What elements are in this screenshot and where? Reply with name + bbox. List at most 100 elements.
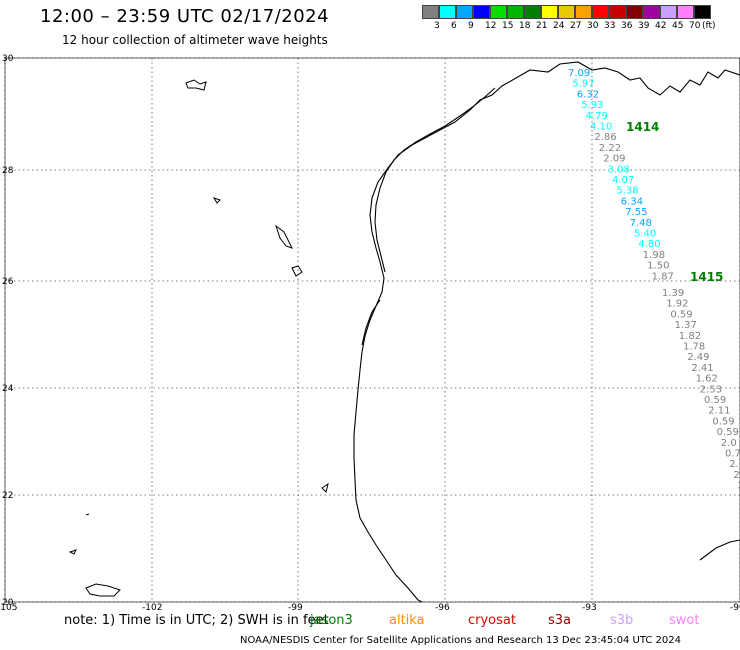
- wave-height-value: 1.98: [643, 250, 665, 261]
- satellite-cryosat: cryosat: [468, 613, 516, 628]
- legend-swatch: [660, 5, 677, 19]
- wave-height-value: 1.50: [647, 261, 669, 272]
- wave-height-value: 2.09: [603, 154, 625, 165]
- map-frame: [4, 57, 740, 603]
- legend-label: 21: [536, 21, 548, 31]
- wave-height-value: 7.55: [625, 207, 647, 218]
- legend-swatch: [507, 5, 524, 19]
- legend-swatch: [694, 5, 711, 19]
- satellite-s3b: s3b: [610, 613, 634, 628]
- altimeter-track-1414: 7.095.976.325.934.794.102.862.222.093.08…: [568, 68, 674, 282]
- map-title: 12:00 – 23:59 UTC 02/17/2024: [40, 6, 330, 27]
- wave-height-value: 2.49: [687, 352, 709, 363]
- wave-height-value: 0.59: [712, 416, 734, 427]
- legend-swatch: [558, 5, 575, 19]
- latitude-label: 26: [2, 277, 14, 287]
- wave-height-value: 5.97: [572, 79, 594, 90]
- wave-height-value: 7.09: [568, 68, 590, 79]
- footer-credit: NOAA/NESDIS Center for Satellite Applica…: [240, 635, 682, 646]
- altimeter-track-1415: 1.391.920.591.371.821.782.492.411.622.53…: [662, 288, 740, 492]
- wave-height-value: 1.82: [679, 331, 701, 342]
- legend-label: 15: [502, 21, 514, 31]
- legend-label: 45: [672, 21, 684, 31]
- legend-label: 9: [468, 21, 474, 31]
- islands: [68, 79, 329, 597]
- color-legend: [422, 5, 711, 19]
- legend-label: 27: [570, 21, 582, 31]
- map-subtitle: 12 hour collection of altimeter wave hei…: [62, 33, 328, 47]
- wave-height-value: 6.32: [577, 89, 599, 100]
- legend-swatch: [575, 5, 592, 19]
- legend-swatch: [643, 5, 660, 19]
- wave-height-value: 1.78: [683, 342, 705, 353]
- track-label-1415: 1415: [690, 270, 723, 284]
- legend-label: 18: [519, 21, 531, 31]
- satellite-altika: altika: [389, 613, 425, 628]
- wave-height-value: 4.79: [586, 111, 608, 122]
- legend-swatch: [524, 5, 541, 19]
- wave-height-value: 1.39: [662, 288, 684, 299]
- wave-height-value: 2.22: [599, 143, 621, 154]
- track-label-1414: 1414: [626, 120, 659, 134]
- legend-label: 70: [689, 21, 701, 31]
- wave-height-value: 4.07: [612, 175, 634, 186]
- legend-swatch: [473, 5, 490, 19]
- legend-swatch: [592, 5, 609, 19]
- lat-lon-grid: [4, 57, 740, 603]
- legend-swatch: [456, 5, 473, 19]
- legend-swatch: [422, 5, 439, 19]
- legend-label: 30: [587, 21, 599, 31]
- wave-height-value: 5.93: [581, 100, 603, 111]
- wave-height-value: 4.10: [590, 122, 612, 133]
- legend-label: 42: [655, 21, 667, 31]
- wave-height-value: 3.08: [608, 164, 630, 175]
- wave-height-value: 2.53: [700, 384, 722, 395]
- wave-height-value: 1.37: [675, 320, 697, 331]
- wave-height-value: 7.48: [630, 218, 652, 229]
- longitude-label: -99: [288, 603, 303, 613]
- latitude-label: 30: [2, 54, 14, 64]
- legend-label: 24: [553, 21, 565, 31]
- wave-height-value: 0.59: [704, 395, 726, 406]
- wave-height-value: 0.59: [670, 309, 692, 320]
- legend-swatch: [626, 5, 643, 19]
- wave-height-value: 4.80: [638, 239, 660, 250]
- coastline: [353, 58, 740, 603]
- wave-height-value: 1.62: [696, 374, 718, 385]
- color-legend-labels: 3 6 9 12 15 18 21 24 27 30 33 36 39 42 45 70 (ft): [422, 21, 740, 35]
- longitude-label: -96: [435, 603, 450, 613]
- longitude-label: -93: [582, 603, 597, 613]
- wave-height-value: 2.41: [691, 363, 713, 374]
- latitude-label: 28: [2, 166, 14, 176]
- legend-swatch: [677, 5, 694, 19]
- wave-height-value: 5.40: [634, 229, 656, 240]
- legend-swatch: [439, 5, 456, 19]
- wave-height-value: 1.92: [666, 299, 688, 310]
- legend-swatch: [609, 5, 626, 19]
- wave-height-value: 2.86: [594, 132, 616, 143]
- latitude-label: 24: [2, 384, 14, 394]
- legend-label: (ft): [702, 21, 716, 31]
- axis-labels: -105 -102 -99 -96 -93 -90 30 28 26 24 22 20: [0, 54, 740, 613]
- footer-note: note: 1) Time is in UTC; 2) SWH is in fe…: [64, 613, 329, 628]
- legend-label: 3: [434, 21, 440, 31]
- legend-swatch: [541, 5, 558, 19]
- legend-label: 6: [451, 21, 457, 31]
- wave-height-value: 2.: [733, 470, 740, 481]
- wave-height-value: 6.34: [621, 196, 643, 207]
- wave-height-value: 2.0: [721, 438, 737, 449]
- legend-label: 39: [638, 21, 650, 31]
- satellite-swot: swot: [669, 613, 700, 628]
- wave-height-value: 2.11: [708, 406, 730, 417]
- wave-height-value: 5.38: [616, 186, 638, 197]
- legend-label: 12: [485, 21, 497, 31]
- legend-swatch: [490, 5, 507, 19]
- wave-height-value: 2.5: [729, 459, 740, 470]
- wave-height-value: 2.: [738, 481, 740, 492]
- longitude-label: -102: [142, 603, 162, 613]
- latitude-label: 22: [2, 491, 13, 501]
- legend-label: 36: [621, 21, 633, 31]
- satellite-s3a: s3a: [548, 613, 572, 628]
- wave-height-value: 1.87: [652, 271, 674, 282]
